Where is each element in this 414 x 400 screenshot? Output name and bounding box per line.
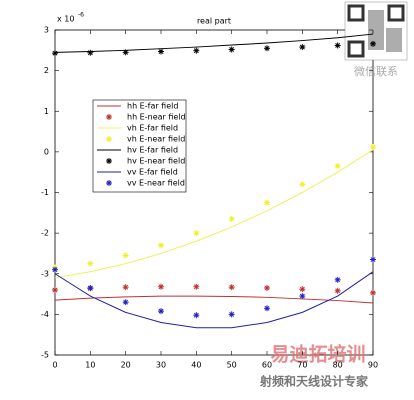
x-tick-label: 30 (156, 361, 166, 370)
legend-marker (106, 136, 112, 142)
legend-label: vh E-far field (127, 124, 178, 133)
series-line (54, 271, 374, 329)
marker (334, 276, 341, 283)
watermark-slogan: 射频和天线设计专家 (259, 374, 369, 389)
y-tick-label: 1 (44, 107, 49, 116)
marker (370, 40, 376, 47)
marker (264, 284, 270, 291)
marker (228, 311, 235, 318)
marker (193, 47, 200, 54)
marker (87, 260, 94, 267)
marker (158, 48, 164, 55)
x-tick-label: 60 (262, 361, 272, 370)
legend-label: vv E-far field (127, 168, 178, 177)
marker (299, 286, 306, 293)
y-tick-label: 0 (44, 147, 49, 156)
x-tick-label: 40 (191, 361, 201, 370)
marker (370, 256, 376, 263)
series-line (54, 149, 374, 279)
marker (228, 284, 235, 291)
legend-marker (106, 114, 112, 120)
legend-label: hv E-near field (127, 157, 185, 166)
series-line (54, 295, 374, 304)
marker (299, 293, 306, 300)
legend-label: vh E-near field (127, 135, 185, 144)
marker (158, 283, 164, 290)
marker (52, 50, 58, 57)
marker (299, 44, 306, 51)
marker (52, 287, 58, 293)
y-scale-label: x 10 (57, 15, 74, 24)
marker (87, 49, 94, 56)
marker (52, 266, 58, 273)
marker (334, 42, 341, 49)
marker (264, 199, 270, 206)
marker (334, 163, 341, 170)
marker (122, 49, 129, 56)
legend-label: hh E-near field (127, 113, 186, 122)
legend-label: hv E-far field (127, 146, 178, 155)
chart-title: real part (197, 17, 231, 26)
plot-area (54, 29, 374, 356)
marker (370, 144, 376, 150)
marker (370, 289, 376, 296)
y-tick-label: -1 (41, 188, 49, 197)
marker (193, 230, 200, 237)
y-tick-label: -5 (41, 351, 49, 360)
x-tick-label: 80 (333, 361, 343, 370)
y-scale-exponent: -6 (78, 12, 84, 19)
marker (122, 252, 129, 259)
marker (299, 181, 306, 188)
y-tick-label: -4 (41, 310, 49, 319)
legend-marker (106, 158, 112, 164)
x-tick-label: 50 (227, 361, 237, 370)
marker (122, 299, 129, 306)
marker (264, 305, 270, 312)
x-tick-label: 90 (368, 361, 378, 370)
x-tick-label: 70 (297, 361, 307, 370)
marker (158, 242, 164, 249)
legend-label: hh E-far field (127, 102, 178, 111)
marker (158, 308, 164, 315)
series-line (54, 33, 374, 53)
y-tick-label: -2 (41, 229, 49, 238)
x-tick-label: 0 (52, 361, 57, 370)
legend-label: vv E-near field (127, 179, 185, 188)
marker (228, 215, 235, 222)
marker (193, 312, 200, 319)
marker (122, 284, 129, 291)
qr-code (344, 1, 408, 61)
watermark-brand: 易迪拓培训 (270, 343, 365, 366)
qr-caption: 微信联系 (354, 64, 398, 78)
x-tick-label: 10 (85, 361, 95, 370)
y-tick-label: 3 (44, 26, 49, 35)
marker (193, 283, 200, 290)
x-tick-label: 20 (121, 361, 131, 370)
marker (228, 46, 235, 53)
y-tick-label: 2 (44, 66, 49, 75)
marker (87, 284, 94, 291)
marker (264, 45, 270, 52)
marker (334, 287, 341, 294)
y-tick-label: -3 (41, 269, 49, 278)
legend-marker (106, 180, 112, 186)
